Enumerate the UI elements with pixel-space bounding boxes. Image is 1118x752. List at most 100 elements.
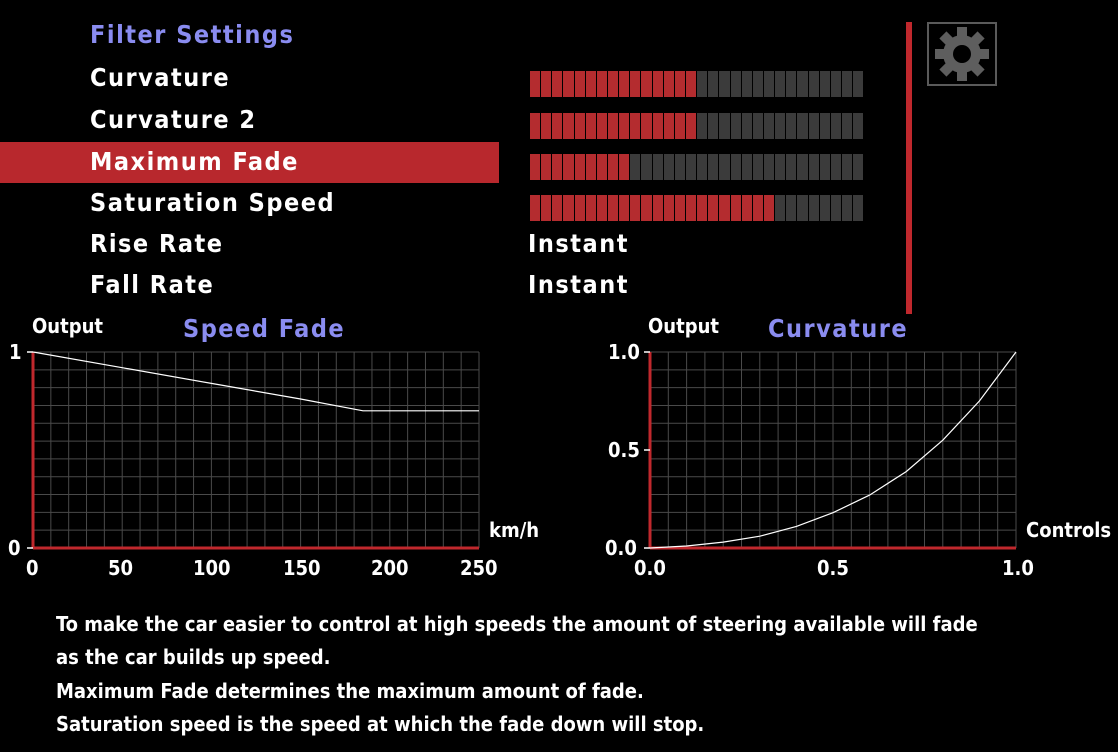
bar-segment <box>674 113 685 139</box>
speed-fade-x-tick: 150 <box>283 556 321 580</box>
bar-segment <box>574 113 585 139</box>
bar-segment <box>596 154 607 180</box>
curvature-x-tick: 0.5 <box>817 556 849 580</box>
bar-segment <box>797 71 808 97</box>
bar-segment <box>786 113 797 139</box>
speed-fade-x-label: km/h <box>489 518 540 542</box>
bar-segment <box>775 154 786 180</box>
bar-segment <box>797 154 808 180</box>
bar-segment <box>741 195 752 221</box>
bar-segment <box>541 154 552 180</box>
bar-segment <box>685 154 697 180</box>
menu-item-label: Maximum Fade <box>90 147 299 176</box>
bar-segment <box>585 154 596 180</box>
bar-segment <box>596 71 607 97</box>
bar-segment <box>719 113 730 139</box>
menu-item-maximum-fade[interactable]: Maximum Fade <box>0 142 499 183</box>
curvature-2-slider[interactable] <box>530 113 864 139</box>
bar-segment <box>786 154 797 180</box>
bar-segment <box>775 113 786 139</box>
fall-rate-value[interactable]: Instant <box>528 270 629 299</box>
bar-segment <box>786 71 797 97</box>
saturation-speed-slider[interactable] <box>530 195 864 221</box>
bar-segment <box>719 195 730 221</box>
bar-segment <box>830 195 841 221</box>
bar-segment <box>607 71 619 97</box>
bar-segment <box>630 71 641 97</box>
bar-segment <box>530 71 541 97</box>
bar-segment <box>619 154 630 180</box>
bar-segment <box>708 195 719 221</box>
menu-item-rise-rate[interactable]: Rise Rate <box>0 224 499 265</box>
speed-fade-x-tick: 250 <box>460 556 498 580</box>
bar-segment <box>530 195 541 221</box>
bar-segment <box>641 113 652 139</box>
speed-fade-title: Speed Fade <box>183 314 346 343</box>
curvature-y-tick: 0.0 <box>605 536 637 560</box>
bar-segment <box>775 71 786 97</box>
menu-item-saturation-speed[interactable]: Saturation Speed <box>0 183 499 224</box>
menu-item-fall-rate[interactable]: Fall Rate <box>0 265 499 306</box>
bar-segment <box>619 195 630 221</box>
speed-fade-y-tick-min: 0 <box>8 536 21 560</box>
bar-segment <box>752 71 763 97</box>
bar-segment <box>685 195 697 221</box>
rise-rate-value[interactable]: Instant <box>528 229 629 258</box>
bar-segment <box>674 71 685 97</box>
menu-item-label: Saturation Speed <box>90 188 336 217</box>
maximum-fade-slider[interactable] <box>530 154 864 180</box>
bar-segment <box>552 71 563 97</box>
bar-segment <box>585 195 596 221</box>
bar-segment <box>552 195 563 221</box>
speed-fade-x-tick: 200 <box>371 556 409 580</box>
bar-segment <box>541 71 552 97</box>
bar-segment <box>663 195 674 221</box>
bar-segment <box>674 195 685 221</box>
bar-segment <box>786 195 797 221</box>
menu-item-curvature[interactable]: Curvature <box>0 58 499 99</box>
bar-segment <box>853 113 864 139</box>
page-title: Filter Settings <box>90 20 295 49</box>
bar-segment <box>574 154 585 180</box>
bar-segment <box>697 195 708 221</box>
bar-segment <box>541 113 552 139</box>
settings-button[interactable] <box>927 22 997 86</box>
bar-segment <box>563 154 574 180</box>
bar-segment <box>652 154 663 180</box>
menu-item-curvature-2[interactable]: Curvature 2 <box>0 100 499 141</box>
bar-segment <box>830 113 841 139</box>
gear-icon <box>935 27 989 81</box>
bar-segment <box>853 154 864 180</box>
bar-segment <box>552 154 563 180</box>
curvature-y-tick: 1.0 <box>608 340 640 364</box>
curvature-slider[interactable] <box>530 71 864 97</box>
bar-segment <box>563 113 574 139</box>
bar-segment <box>641 154 652 180</box>
bar-segment <box>841 113 853 139</box>
bar-segment <box>552 113 563 139</box>
bar-segment <box>741 71 752 97</box>
bar-segment <box>719 154 730 180</box>
bar-segment <box>730 113 741 139</box>
plot-area <box>33 352 479 548</box>
bar-segment <box>685 71 697 97</box>
speed-fade-y-tick-max: 1 <box>9 340 22 364</box>
menu-item-label: Rise Rate <box>90 229 224 258</box>
bar-segment <box>730 154 741 180</box>
bar-segment <box>630 113 641 139</box>
bar-segment <box>563 71 574 97</box>
bar-segment <box>763 154 775 180</box>
bar-segment <box>663 113 674 139</box>
bar-segment <box>619 71 630 97</box>
menu-item-label: Curvature 2 <box>90 105 257 134</box>
bar-segment <box>808 195 819 221</box>
bar-segment <box>752 154 763 180</box>
bar-segment <box>541 195 552 221</box>
bar-segment <box>641 195 652 221</box>
speed-fade-x-tick: 50 <box>108 556 134 580</box>
speed-fade-x-tick: 0 <box>26 556 39 580</box>
bar-segment <box>596 113 607 139</box>
bar-segment <box>563 195 574 221</box>
description-line: Maximum Fade determines the maximum amou… <box>56 679 644 703</box>
bar-segment <box>619 113 630 139</box>
